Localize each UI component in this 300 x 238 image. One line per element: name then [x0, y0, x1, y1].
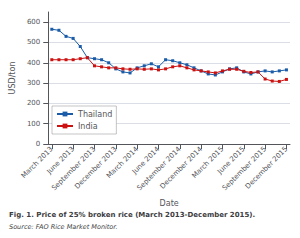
svg-text:500: 500 [27, 38, 40, 46]
svg-text:Date: Date [160, 199, 179, 208]
svg-text:India: India [78, 122, 98, 131]
svg-text:December 2014: December 2014 [158, 145, 204, 191]
svg-text:June 2014: June 2014 [130, 145, 162, 176]
svg-text:September 2013: September 2013 [50, 145, 98, 193]
svg-text:December 2013: December 2013 [73, 145, 119, 191]
svg-text:June 2013: June 2013 [45, 145, 76, 176]
svg-text:December 2015: December 2015 [244, 145, 289, 190]
svg-text:Source: FAO Rice Market Monito: Source: FAO Rice Market Monitor. [9, 223, 118, 231]
svg-text:Fig. 1. Price of 25% broken ri: Fig. 1. Price of 25% broken rice (March … [9, 211, 255, 219]
svg-text:200: 200 [27, 99, 40, 107]
svg-text:600: 600 [27, 18, 40, 26]
svg-text:June 2015: June 2015 [216, 145, 247, 176]
svg-text:September 2015: September 2015 [220, 145, 268, 193]
svg-text:0: 0 [36, 140, 40, 148]
svg-text:March 2014: March 2014 [105, 145, 140, 180]
svg-text:300: 300 [27, 79, 40, 87]
svg-text:USD/ton: USD/ton [8, 62, 17, 95]
svg-text:Thailand: Thailand [77, 110, 112, 119]
svg-text:September 2014: September 2014 [135, 145, 183, 193]
svg-text:100: 100 [27, 120, 40, 128]
svg-text:400: 400 [27, 59, 40, 67]
svg-text:March 2015: March 2015 [190, 145, 226, 180]
svg-text:March 2013: March 2013 [19, 145, 55, 180]
